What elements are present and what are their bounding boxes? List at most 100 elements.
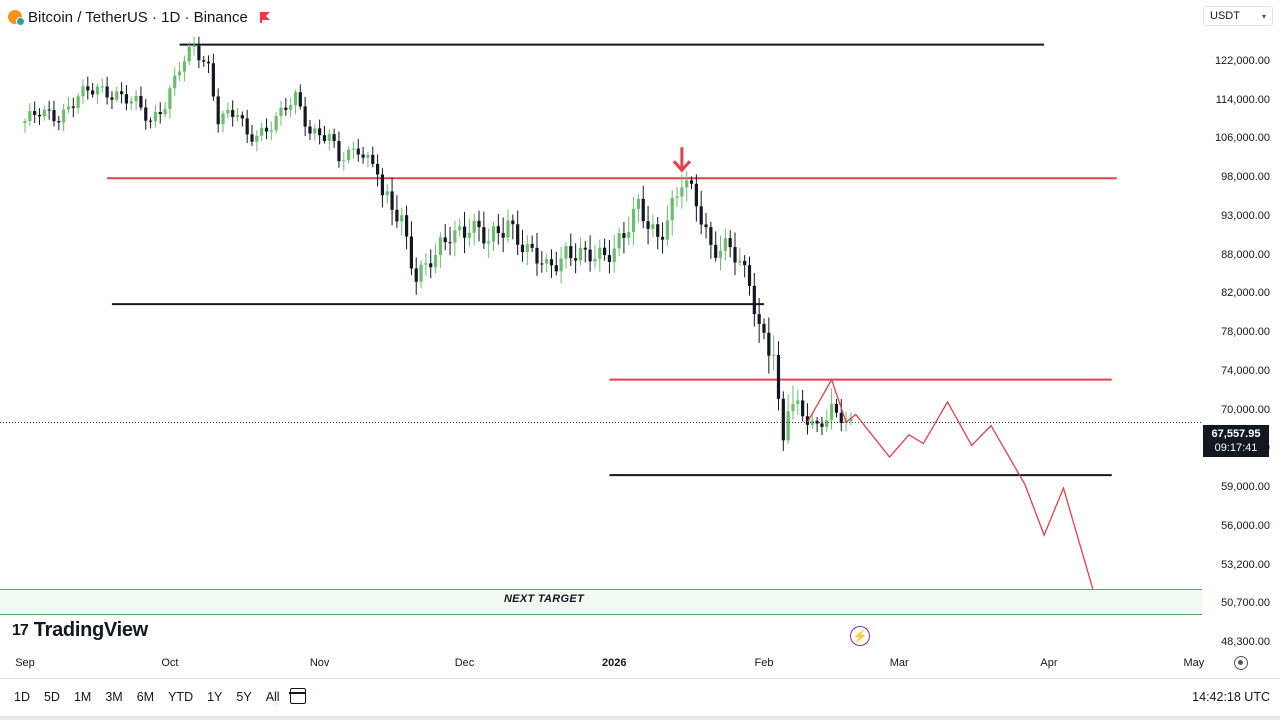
candle [743,255,747,278]
candle-body [665,220,669,240]
candle-body [284,107,288,110]
candle-body [448,242,452,244]
range-button-1y[interactable]: 1Y [207,690,223,704]
candle [718,235,723,271]
candle-body [849,418,853,422]
candle-body [260,127,264,136]
candle-body [289,105,293,110]
calendar-icon[interactable] [289,688,306,704]
candle [506,209,510,243]
time-tick-label: 2026 [602,657,627,669]
candle-body [33,111,37,115]
candle-body [762,323,766,333]
range-button-1m[interactable]: 1M [73,690,92,704]
candle [71,97,75,118]
candle [395,195,399,228]
candle-body [472,220,476,233]
candle-body [52,110,56,122]
candle-body [235,115,240,117]
candle [240,111,244,127]
candle-body [660,236,665,240]
candle [95,83,100,104]
candle-body [767,332,771,356]
candle-body [776,354,781,399]
horizontal-levels [107,43,1117,477]
candle-body [685,180,689,188]
candle-body [192,45,196,47]
candle [530,235,534,252]
candle-body [231,110,235,117]
range-button-5d[interactable]: 5D [43,690,60,704]
candle-body [337,141,341,162]
price-tick-label: 82,000.00 [1221,287,1270,300]
candle-body [173,75,177,89]
candle [390,177,394,226]
candle-body [361,154,365,158]
price-tick-label: 48,300.00 [1221,636,1270,648]
candle [342,151,346,171]
candle [419,260,423,288]
candle [120,82,124,104]
currency-select[interactable]: USDT ▾ [1203,6,1273,26]
candle-body [100,86,104,88]
candle [443,223,447,251]
candle [733,232,737,276]
candle [129,96,133,111]
range-button-1d[interactable]: 1D [14,690,30,704]
current-price-tag: 67,557.95 09:17:41 [1203,425,1269,457]
candle-body [699,206,703,225]
candle-body [757,314,761,324]
price-tick-label: 53,200.00 [1221,558,1270,571]
candle [675,186,679,207]
candle-body [680,187,684,197]
range-button-ytd[interactable]: YTD [168,690,194,704]
candle [81,79,85,104]
candle-body [433,255,438,268]
candle-body [332,134,336,142]
candle [747,256,752,296]
candle [279,101,283,126]
candle [665,205,669,246]
candle [709,221,713,259]
tradingview-logo[interactable]: 17 TradingView [12,619,148,642]
settings-icon[interactable] [1234,656,1248,670]
candle-body [603,247,607,256]
candle [830,388,834,430]
candle-body [656,224,660,237]
candle [491,221,496,252]
candle [772,335,776,371]
candle-body [47,109,51,111]
candle-body [356,148,360,155]
range-button-6m[interactable]: 6M [136,690,155,704]
candle-body [71,106,75,108]
candle-body [569,246,573,259]
candle-body [23,121,27,124]
candle [559,246,563,284]
candle [313,124,317,141]
candle [385,184,389,205]
candle [781,391,785,451]
candle-body [124,94,129,104]
candle [472,213,476,245]
flag-icon[interactable] [259,11,270,23]
candle-body [105,86,109,98]
candle-body [467,232,471,238]
toolbar-divider [276,688,277,706]
candle [617,227,621,257]
symbol-header[interactable]: Bitcoin / TetherUS · 1D · Binance [8,6,270,28]
range-button-3m[interactable]: 3M [105,690,123,704]
range-button-5y[interactable]: 5Y [236,690,252,704]
candle-body [303,106,307,127]
candle [424,253,428,276]
bottom-toolbar [0,678,1280,717]
candle-body [752,285,756,315]
candle [762,318,766,340]
candle-body [129,101,133,104]
utc-clock[interactable]: 14:42:18 UTC [1192,690,1270,704]
candle-body [245,118,249,135]
candle-body [564,246,568,259]
bitcoin-icon [8,10,25,26]
candle [168,85,172,119]
lightning-event-icon[interactable]: ⚡ [850,626,870,646]
